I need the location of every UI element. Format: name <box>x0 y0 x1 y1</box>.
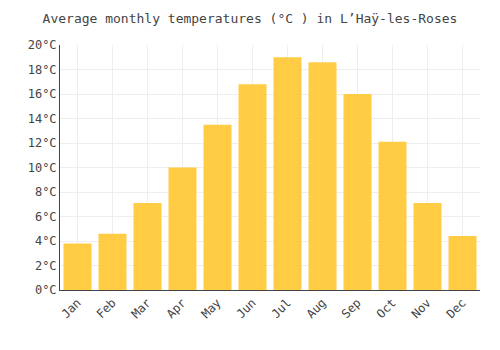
svg-text:Jan: Jan <box>59 296 84 321</box>
svg-text:0°C: 0°C <box>35 283 57 297</box>
svg-text:Oct: Oct <box>374 296 399 321</box>
svg-text:10°C: 10°C <box>28 161 57 175</box>
svg-text:8°C: 8°C <box>35 185 57 199</box>
svg-text:May: May <box>199 296 224 321</box>
svg-text:2°C: 2°C <box>35 259 57 273</box>
svg-text:Apr: Apr <box>164 296 189 321</box>
svg-text:6°C: 6°C <box>35 210 57 224</box>
svg-text:Average monthly temperatures (: Average monthly temperatures (°C ) in L’… <box>43 11 458 26</box>
svg-text:Jun: Jun <box>234 296 259 321</box>
svg-text:Feb: Feb <box>94 296 119 321</box>
svg-text:Mar: Mar <box>129 296 154 321</box>
svg-text:Aug: Aug <box>304 296 329 321</box>
svg-text:Sep: Sep <box>339 296 364 321</box>
svg-text:14°C: 14°C <box>28 112 57 126</box>
svg-text:Jul: Jul <box>269 296 294 321</box>
svg-text:20°C: 20°C <box>28 38 57 52</box>
svg-text:16°C: 16°C <box>28 87 57 101</box>
svg-text:Dec: Dec <box>444 296 469 321</box>
svg-text:Nov: Nov <box>409 296 434 321</box>
svg-text:18°C: 18°C <box>28 63 57 77</box>
svg-text:4°C: 4°C <box>35 234 57 248</box>
svg-text:12°C: 12°C <box>28 136 57 150</box>
